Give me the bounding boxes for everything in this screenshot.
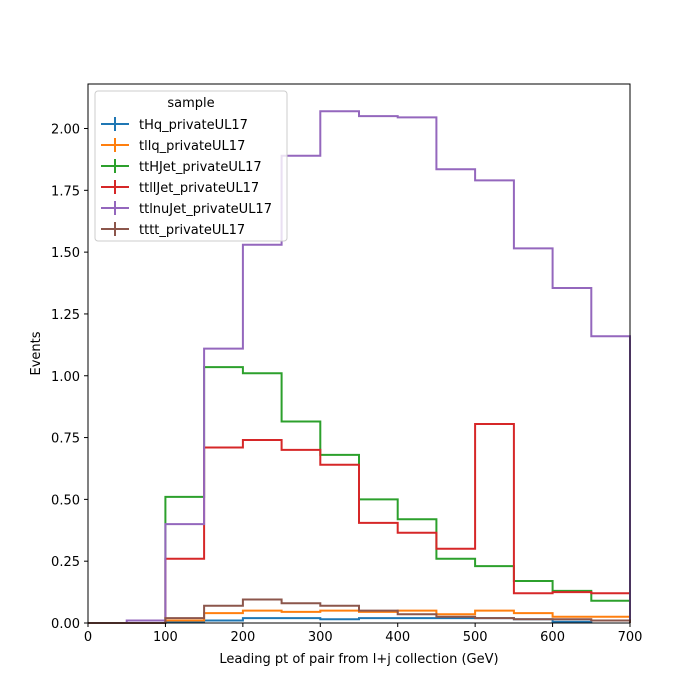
legend-box [94,90,288,242]
legend-label-5: tttt_privateUL17 [139,223,245,238]
y-tick-label-2: 0.50 [51,493,80,508]
legend-entry-2: ttHJet_privateUL17 [101,159,262,175]
x-tick-label-3: 300 [308,630,333,645]
x-tick-label-6: 600 [540,630,565,645]
legend-entry-4: ttlnuJet_privateUL17 [101,201,272,217]
y-tick-label-1: 0.25 [51,555,80,570]
y-axis-label: Events [29,331,44,375]
series-line-1 [88,609,631,624]
y-tick-label-4: 1.00 [51,370,80,385]
y-tick-label-3: 0.75 [51,432,80,447]
legend-entry-0: tHq_privateUL17 [101,117,248,133]
x-axis: 0 100 200 300 400 500 600 700 [84,623,643,645]
series-line-5 [88,598,631,624]
legend-entry-3: ttllJet_privateUL17 [101,180,259,196]
x-tick-label-4: 400 [385,630,410,645]
x-tick-label-5: 500 [463,630,488,645]
x-tick-label-1: 100 [153,630,178,645]
legend: sample tHq_privateUL17 tllq_privateUL17tt… [94,90,288,242]
x-tick-label-0: 0 [84,630,92,645]
legend-label-1: tllq_privateUL17 [139,139,245,154]
series-layer [88,110,631,624]
x-axis-label: Leading pt of pair from l+j collection (… [219,652,498,667]
y-tick-label-7: 1.75 [51,184,80,199]
y-tick-label-5: 1.25 [51,308,80,323]
legend-entry-1: tllq_privateUL17 [101,138,245,154]
y-axis: 0.00 0.25 0.50 0.75 1.00 1.25 1.50 1.75 2.00 [51,123,88,632]
legend-entries: tHq_privateUL17 tllq_privateUL17 ttHJet_pr… [101,117,272,238]
legend-label-0: tHq_privateUL17 [139,118,248,133]
x-tick-label-7: 700 [618,630,643,645]
series-line-0 [88,617,631,624]
x-tick-label-2: 200 [230,630,255,645]
legend-label-4: ttlnuJet_privateUL17 [139,202,272,217]
legend-label-3: ttllJet_privateUL17 [139,181,259,196]
y-tick-label-8: 2.00 [51,123,80,138]
y-tick-label-0: 0.00 [51,617,80,632]
legend-title: sample [167,96,214,111]
plot-frame [87,83,631,624]
series-line-4 [88,110,631,624]
legend-label-2: ttHJet_privateUL17 [139,160,262,175]
legend-entry-5: tttt_privateUL17 [101,222,245,238]
y-tick-label-6: 1.50 [51,246,80,261]
